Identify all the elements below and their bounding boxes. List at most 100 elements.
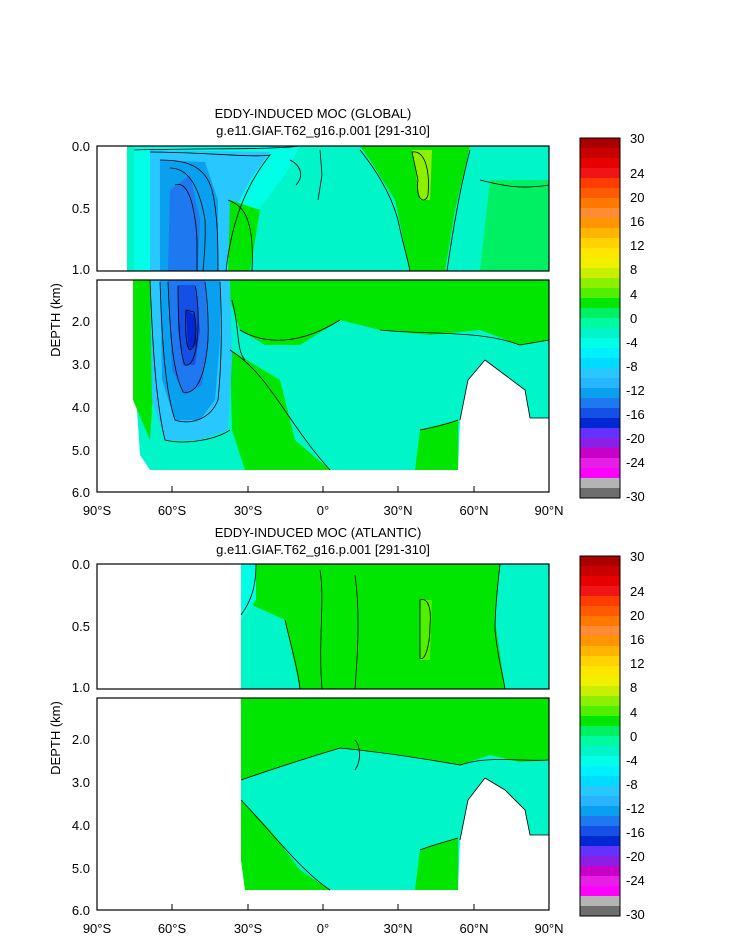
- colorbar-swatch: [580, 488, 620, 499]
- y-tick: 4.0: [72, 818, 90, 833]
- colorbar-border: [579, 555, 621, 917]
- x-tick: 60°N: [459, 503, 488, 518]
- x-tick: 30°S: [234, 921, 263, 936]
- x-tick: 0°: [317, 921, 329, 936]
- colorbar-swatch: [580, 148, 620, 159]
- colorbar-swatch: [580, 726, 620, 737]
- colorbar-swatch: [580, 566, 620, 577]
- cbar-label: 8: [630, 262, 637, 277]
- colorbar-swatch: [580, 388, 620, 399]
- y-tick: 5.0: [72, 861, 90, 876]
- colorbar-swatch: [580, 448, 620, 459]
- colorbar-swatch: [580, 886, 620, 897]
- y-tick: 0.0: [72, 557, 90, 572]
- cbar-label: -16: [626, 407, 645, 422]
- y-axis-label: DEPTH (km): [48, 283, 63, 357]
- colorbar-swatch: [580, 656, 620, 667]
- colorbar-swatch: [580, 378, 620, 389]
- colorbar-swatch: [580, 586, 620, 597]
- colorbar-swatch: [580, 716, 620, 727]
- fill-neg5-lower: [186, 310, 197, 350]
- colorbar-swatch: [580, 208, 620, 219]
- x-tick: 90°N: [534, 503, 563, 518]
- colorbar-swatch: [580, 478, 620, 489]
- cbar-label: -24: [626, 873, 645, 888]
- colorbar-swatch: [580, 856, 620, 867]
- colorbar-labels-atlantic: 30 24 20 16 12 8 4 0 -4 -8 -12 -16 -20 -…: [626, 549, 645, 922]
- cbar-label: -12: [626, 383, 645, 398]
- x-tick: 30°N: [383, 503, 412, 518]
- contours-upper: [133, 145, 550, 272]
- colorbar-swatch: [580, 168, 620, 179]
- colorbar-swatch: [580, 238, 620, 249]
- y-tick: 2.0: [72, 314, 90, 329]
- cbar-label: 4: [630, 705, 637, 720]
- y-tick: 3.0: [72, 775, 90, 790]
- chart-title: EDDY-INDUCED MOC (ATLANTIC): [215, 525, 422, 540]
- colorbar-swatch: [580, 636, 620, 647]
- cbar-label: 16: [630, 214, 644, 229]
- colorbar-swatch: [580, 278, 620, 289]
- colorbar-swatch: [580, 686, 620, 697]
- colorbar-swatch: [580, 178, 620, 189]
- colorbar-swatch: [580, 248, 620, 259]
- fill-pos2-lower: [215, 280, 549, 345]
- colorbar-swatch: [580, 646, 620, 657]
- cbar-label: -16: [626, 825, 645, 840]
- colorbar-border: [579, 137, 621, 499]
- lower-plot: [96, 697, 550, 911]
- cbar-label: 8: [630, 680, 637, 695]
- y-tick: 6.0: [72, 485, 90, 500]
- y-tick: 1.0: [72, 262, 90, 277]
- y-tick: 0.0: [72, 139, 90, 154]
- cbar-label: 12: [630, 656, 644, 671]
- colorbar-swatch: [580, 816, 620, 827]
- colorbar-swatch: [580, 328, 620, 339]
- cbar-label: -30: [626, 907, 645, 922]
- colorbar-swatch: [580, 796, 620, 807]
- colorbar-swatch: [580, 696, 620, 707]
- lower-plot: [96, 279, 550, 493]
- colorbar-swatch: [580, 288, 620, 299]
- x-ticks-global: 90°S 60°S 30°S 0° 30°N 60°N 90°N: [83, 503, 564, 518]
- cbar-label: -20: [626, 849, 645, 864]
- x-tick: 90°N: [534, 921, 563, 936]
- fill-pos-upper: [360, 146, 470, 271]
- cbar-label: 24: [630, 166, 644, 181]
- y-tick: 3.0: [72, 357, 90, 372]
- y-tick: 1.0: [72, 680, 90, 695]
- cbar-label: -20: [626, 431, 645, 446]
- colorbar-labels-global: 30 24 20 16 12 8 4 0 -4 -8 -12 -16 -20 -…: [626, 131, 645, 504]
- fill-neg-upper: [241, 564, 256, 620]
- y-ticks-global: 0.0 0.5 1.0 2.0 3.0 4.0 5.0 6.0: [72, 139, 90, 500]
- x-tick-marks-atlantic: [171, 904, 475, 910]
- cbar-label: 0: [630, 729, 637, 744]
- colorbar-swatch: [580, 606, 620, 617]
- y-tick: 2.0: [72, 732, 90, 747]
- chart-subtitle: g.e11.GIAF.T62_g16.p.001 [291-310]: [216, 123, 430, 138]
- colorbar-swatch: [580, 188, 620, 199]
- colorbar-swatch: [580, 398, 620, 409]
- fill-pos4-lower: [415, 420, 458, 470]
- colorbar-swatch: [580, 766, 620, 777]
- fill-neg4-upper: [168, 175, 200, 271]
- contours-lower: [149, 279, 550, 471]
- colorbar-swatch: [580, 666, 620, 677]
- y-tick: 6.0: [72, 903, 90, 918]
- cbar-label: 20: [630, 190, 644, 205]
- colorbar-swatch: [580, 428, 620, 439]
- x-tick: 90°S: [83, 921, 112, 936]
- cbar-label: -4: [626, 335, 638, 350]
- cbar-label: 12: [630, 238, 644, 253]
- colorbar-swatch: [580, 438, 620, 449]
- fill-pos2-lower: [241, 800, 330, 890]
- colorbar-swatch: [580, 318, 620, 329]
- x-tick: 30°S: [234, 503, 263, 518]
- colorbar-swatch: [580, 218, 620, 229]
- colorbar-swatch: [580, 338, 620, 349]
- upper-plot: [96, 563, 550, 690]
- x-tick: 90°S: [83, 503, 112, 518]
- colorbar-swatch: [580, 826, 620, 837]
- colorbar-swatch: [580, 736, 620, 747]
